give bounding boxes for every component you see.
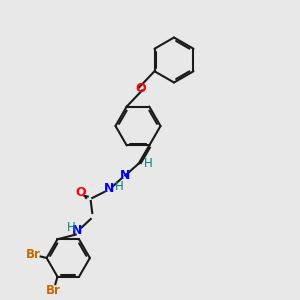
Text: H: H xyxy=(144,157,153,170)
Text: H: H xyxy=(115,180,124,193)
Text: O: O xyxy=(135,82,146,95)
Text: N: N xyxy=(72,224,83,238)
Text: N: N xyxy=(103,182,114,196)
Text: H: H xyxy=(67,221,76,234)
Text: Br: Br xyxy=(26,248,40,262)
Text: O: O xyxy=(76,186,86,200)
Text: N: N xyxy=(120,169,130,182)
Text: Br: Br xyxy=(46,284,60,297)
